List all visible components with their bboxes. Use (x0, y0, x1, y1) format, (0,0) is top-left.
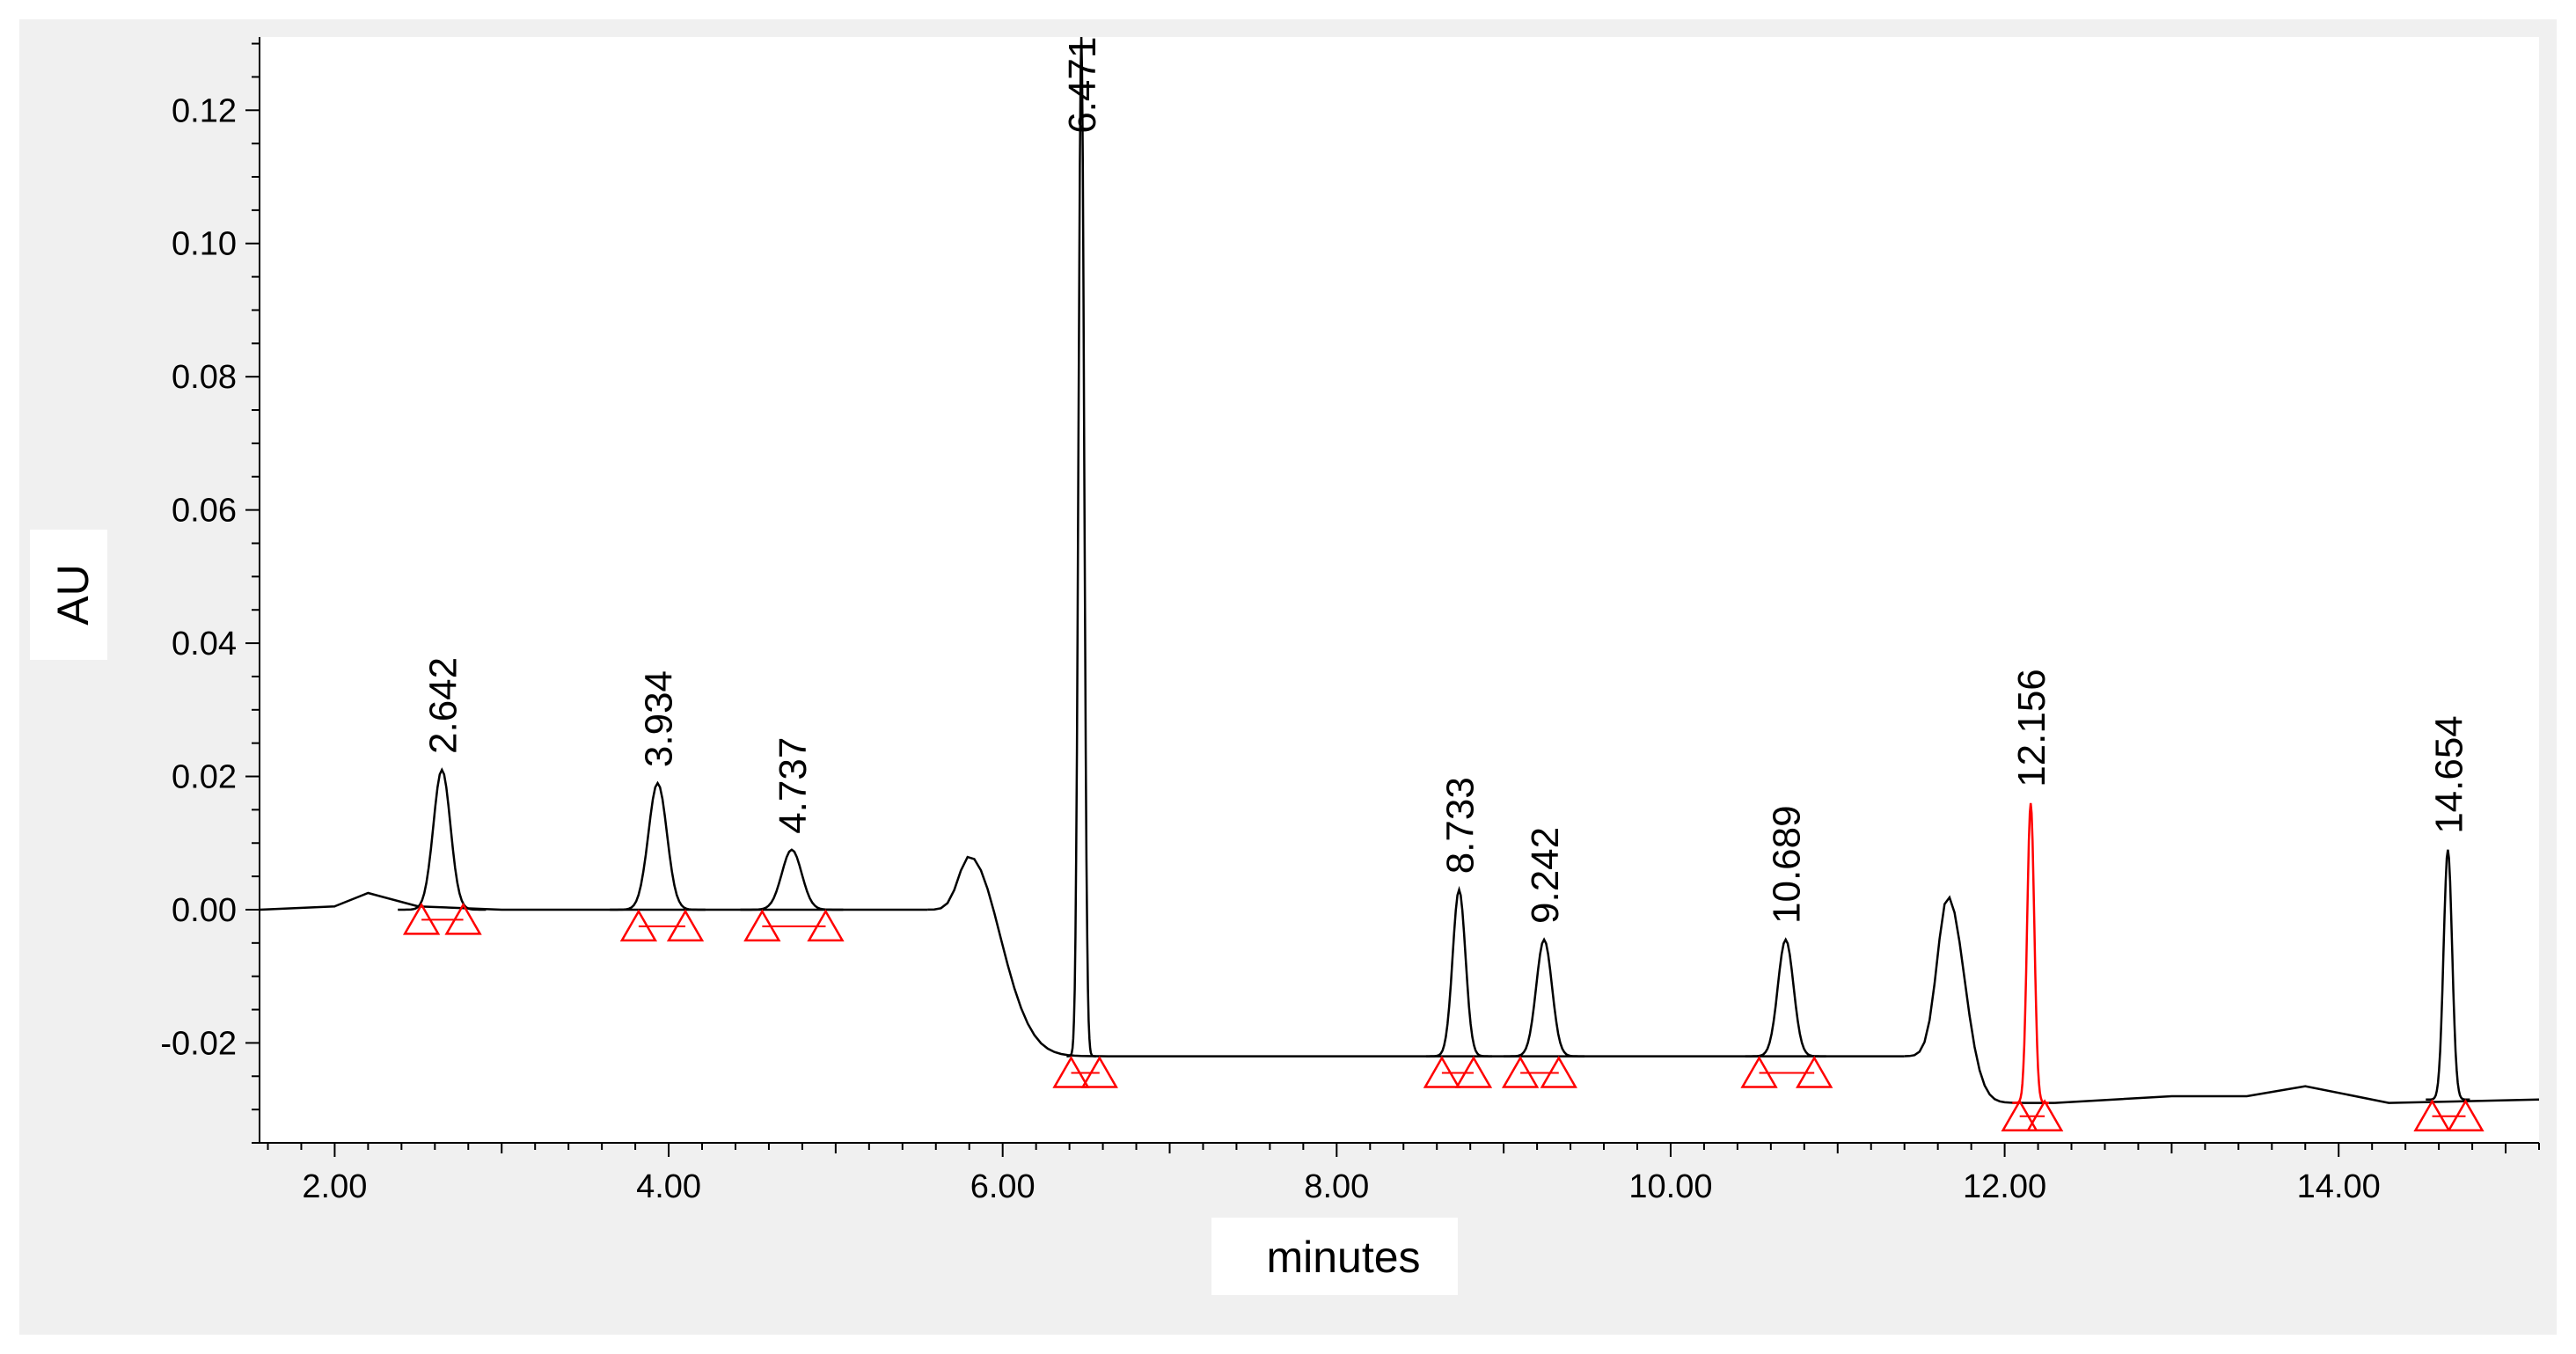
integration-marker-triangle (619, 909, 658, 942)
x-tick-label: 4.00 (636, 1168, 701, 1205)
peak-label-layer: 2.642 3.934 4.737 6.471 8.733 9.242 10.689 12.1… (421, 37, 2470, 924)
axes-layer: 0.12 0.10 0.08 0.06 0.04 0.02 0.00 -0.02 2.00 4.0… (160, 37, 2540, 1205)
x-axis-title: minutes (1211, 1218, 1458, 1295)
chromatogram-chart: 0.12 0.10 0.08 0.06 0.04 0.02 0.00 -0.02 2.00 4.0… (30, 36, 2540, 1295)
integration-marker-triangle (444, 902, 482, 935)
peak-trace (740, 848, 844, 911)
baseline-trace (2054, 1085, 2540, 1104)
peak-retention-label: 8.733 (1439, 777, 1482, 874)
peak-retention-label: 3.934 (638, 670, 681, 767)
peak-trace (1425, 885, 1492, 1058)
peak-trace (1504, 937, 1584, 1058)
x-tick-label: 12.00 (1963, 1168, 2046, 1205)
y-tick-label: 0.08 (172, 359, 237, 396)
peak-retention-label: 2.642 (421, 657, 465, 754)
y-tick-label: 0.04 (172, 626, 237, 662)
integration-marker-triangle (2413, 1099, 2451, 1131)
integration-marker-triangle (807, 909, 845, 942)
integration-marker-triangle (1080, 1055, 1118, 1088)
peak-retention-label: 12.156 (2010, 669, 2053, 787)
peak-retention-label: 10.689 (1766, 805, 1809, 924)
y-tick-label: 0.02 (172, 759, 237, 796)
peak-trace (1745, 937, 1826, 1058)
y-tick-label: 0.06 (172, 493, 237, 530)
integration-marker-triangle (2025, 1099, 2064, 1131)
y-axis-title-text: AU (48, 564, 98, 625)
baseline-trace (259, 891, 928, 911)
chromatogram-panel: 0.12 0.10 0.08 0.06 0.04 0.02 0.00 -0.02 2.00 4.0… (19, 19, 2557, 1335)
y-tick-label: -0.02 (160, 1025, 237, 1062)
x-tick-label: 14.00 (2297, 1168, 2381, 1205)
integration-marker-triangle (666, 909, 705, 942)
x-tick-label: 2.00 (302, 1168, 367, 1205)
integration-marker-triangle (1796, 1055, 1833, 1088)
integration-marker-triangle (1423, 1055, 1461, 1088)
peak-trace (1066, 36, 1096, 1058)
integration-marker-triangle (1052, 1055, 1090, 1088)
x-tick-label: 10.00 (1628, 1168, 1712, 1205)
integration-marker-triangle (743, 909, 781, 942)
peak-trace (2426, 849, 2470, 1101)
peak-trace (610, 780, 706, 911)
x-tick-label: 8.00 (1304, 1168, 1369, 1205)
integration-marker-triangle (1540, 1055, 1577, 1088)
integration-marker-triangle (402, 902, 441, 935)
y-tick-label: 0.12 (172, 92, 237, 129)
integration-marker-triangle (2447, 1099, 2485, 1131)
integration-marker-triangle (1740, 1055, 1778, 1088)
trace-layer (259, 36, 2540, 1104)
y-axis-title-box (30, 530, 107, 660)
x-axis-title-box (1211, 1218, 1458, 1295)
y-tick-label: 0.10 (172, 226, 237, 263)
integration-marker-triangle (1454, 1055, 1493, 1088)
peak-trace (398, 767, 487, 911)
plot-area (260, 37, 2539, 1143)
peak-retention-label: 9.242 (1524, 827, 1567, 924)
y-axis-title: AU (30, 530, 107, 660)
peak-retention-label: 6.471 (1061, 37, 1104, 134)
integration-marker-triangle (2001, 1099, 2038, 1131)
integration-marker-layer (402, 902, 2485, 1131)
x-axis-title-text: minutes (1266, 1233, 1420, 1282)
baseline-drop-trace (1904, 895, 2055, 1104)
peak-retention-label: 14.654 (2427, 715, 2470, 834)
x-tick-label: 6.00 (970, 1168, 1036, 1205)
peak-retention-label: 4.737 (772, 737, 815, 834)
integration-marker-triangle (1501, 1055, 1540, 1088)
y-tick-label: 0.00 (172, 892, 237, 929)
